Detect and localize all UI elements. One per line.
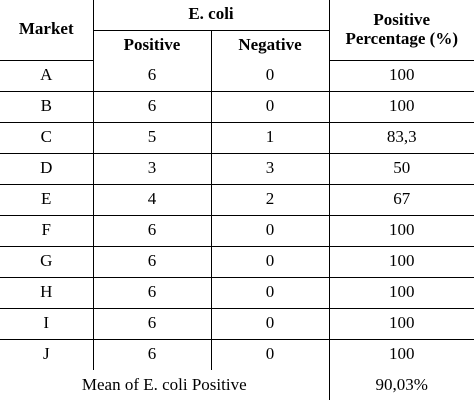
table-row: G 6 0 100 bbox=[0, 245, 474, 278]
positive-cell: 6 bbox=[92, 245, 212, 278]
percentage-header-line1: Positive bbox=[373, 10, 431, 30]
positive-cell: 6 bbox=[92, 307, 212, 340]
positive-cell: 6 bbox=[92, 90, 212, 123]
market-cell: H bbox=[0, 276, 94, 309]
mean-label: Mean of E. coli Positive bbox=[0, 370, 330, 400]
column-header-market: Market bbox=[0, 0, 94, 61]
market-cell: A bbox=[0, 60, 94, 92]
percentage-cell: 83,3 bbox=[328, 121, 474, 154]
table-row: J 6 0 100 bbox=[0, 338, 474, 370]
negative-cell: 3 bbox=[210, 152, 330, 185]
positive-cell: 3 bbox=[92, 152, 212, 185]
column-header-negative: Negative bbox=[210, 29, 329, 60]
percentage-cell: 100 bbox=[328, 307, 474, 340]
positive-cell: 6 bbox=[92, 276, 212, 309]
table-row: H 6 0 100 bbox=[0, 276, 474, 309]
negative-cell: 0 bbox=[210, 214, 330, 247]
market-cell: J bbox=[0, 338, 94, 370]
market-cell: C bbox=[0, 121, 94, 154]
percentage-header-line2: Percentage (%) bbox=[345, 28, 459, 48]
column-header-percentage: Positive Percentage (%) bbox=[328, 0, 474, 61]
percentage-cell: 100 bbox=[328, 60, 474, 92]
percentage-cell: 100 bbox=[328, 338, 474, 370]
table-row: I 6 0 100 bbox=[0, 307, 474, 340]
mean-value: 90,03% bbox=[328, 370, 474, 400]
column-header-positive: Positive bbox=[93, 29, 212, 60]
percentage-cell: 100 bbox=[328, 90, 474, 123]
mean-row: Mean of E. coli Positive 90,03% bbox=[0, 370, 474, 400]
negative-cell: 0 bbox=[210, 60, 330, 92]
market-cell: G bbox=[0, 245, 94, 278]
negative-cell: 0 bbox=[210, 338, 330, 370]
negative-cell: 0 bbox=[210, 276, 330, 309]
table-row: A 6 0 100 bbox=[0, 60, 474, 92]
table-row: C 5 1 83,3 bbox=[0, 121, 474, 154]
table-body: A 6 0 100 B 6 0 100 C 5 1 83,3 D 3 3 50 E 4 2 67 F 6 0 100 G 6 0 10… bbox=[0, 60, 474, 370]
percentage-cell: 100 bbox=[328, 276, 474, 309]
negative-cell: 0 bbox=[210, 307, 330, 340]
percentage-cell: 100 bbox=[328, 214, 474, 247]
market-cell: I bbox=[0, 307, 94, 340]
column-header-ecoli: E. coli bbox=[92, 0, 330, 31]
positive-cell: 6 bbox=[92, 60, 212, 92]
negative-cell: 2 bbox=[210, 183, 330, 216]
positive-cell: 6 bbox=[92, 214, 212, 247]
market-cell: B bbox=[0, 90, 94, 123]
market-cell: F bbox=[0, 214, 94, 247]
positive-cell: 5 bbox=[92, 121, 212, 154]
negative-cell: 0 bbox=[210, 245, 330, 278]
percentage-cell: 50 bbox=[328, 152, 474, 185]
table-row: F 6 0 100 bbox=[0, 214, 474, 247]
positive-cell: 4 bbox=[92, 183, 212, 216]
market-cell: D bbox=[0, 152, 94, 185]
negative-cell: 0 bbox=[210, 90, 330, 123]
positive-cell: 6 bbox=[92, 338, 212, 370]
negative-cell: 1 bbox=[210, 121, 330, 154]
table-row: B 6 0 100 bbox=[0, 90, 474, 123]
market-cell: E bbox=[0, 183, 94, 216]
percentage-cell: 67 bbox=[328, 183, 474, 216]
table-row: E 4 2 67 bbox=[0, 183, 474, 216]
table-row: D 3 3 50 bbox=[0, 152, 474, 185]
percentage-cell: 100 bbox=[328, 245, 474, 278]
